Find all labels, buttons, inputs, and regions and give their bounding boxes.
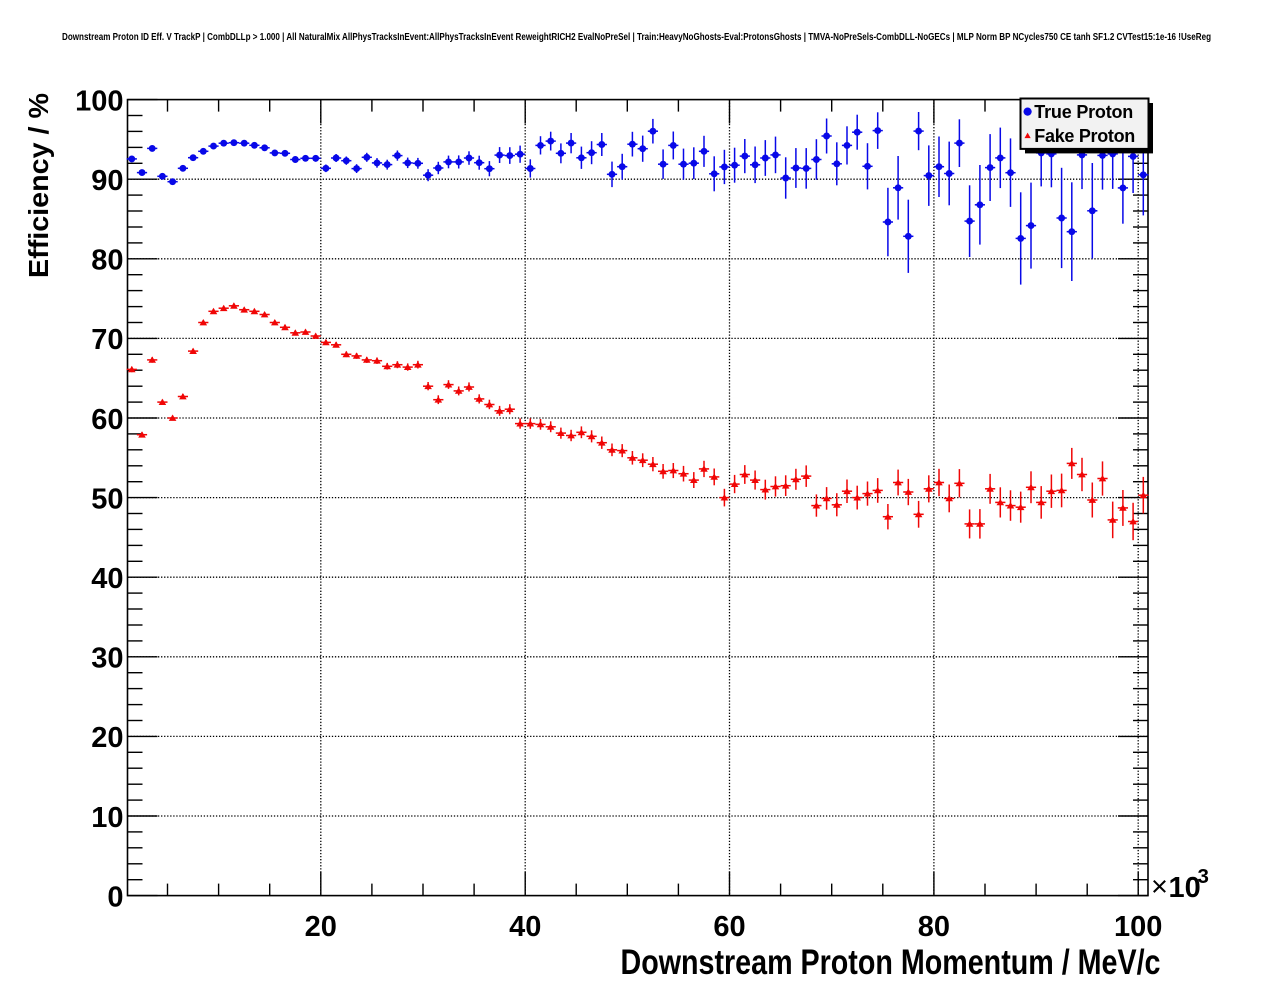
svg-text:True Proton: True Proton [1034, 102, 1133, 122]
svg-text:80: 80 [918, 911, 950, 943]
svg-text:90: 90 [91, 165, 123, 197]
svg-text:0: 0 [107, 881, 123, 913]
svg-text:Efficiency / %: Efficiency / % [23, 93, 54, 278]
svg-text:20: 20 [91, 722, 123, 754]
svg-text:70: 70 [91, 324, 123, 356]
svg-text:40: 40 [509, 911, 541, 943]
svg-text:80: 80 [91, 245, 123, 277]
svg-text:Downstream Proton ID Eff. V Tr: Downstream Proton ID Eff. V TrackP | Com… [62, 31, 1211, 43]
svg-text:20: 20 [305, 911, 337, 943]
svg-text:10: 10 [1169, 872, 1201, 904]
svg-text:10: 10 [91, 802, 123, 834]
svg-text:3: 3 [1198, 865, 1209, 888]
svg-text:Fake Proton: Fake Proton [1034, 126, 1135, 146]
svg-text:×: × [1151, 871, 1168, 903]
svg-text:30: 30 [91, 643, 123, 675]
svg-text:100: 100 [75, 85, 123, 117]
svg-text:50: 50 [91, 483, 123, 515]
svg-text:60: 60 [713, 911, 745, 943]
svg-text:60: 60 [91, 404, 123, 436]
svg-text:Downstream Proton Momentum / M: Downstream Proton Momentum / MeV/c [621, 943, 1161, 982]
svg-text:100: 100 [1114, 911, 1162, 943]
svg-text:40: 40 [91, 563, 123, 595]
